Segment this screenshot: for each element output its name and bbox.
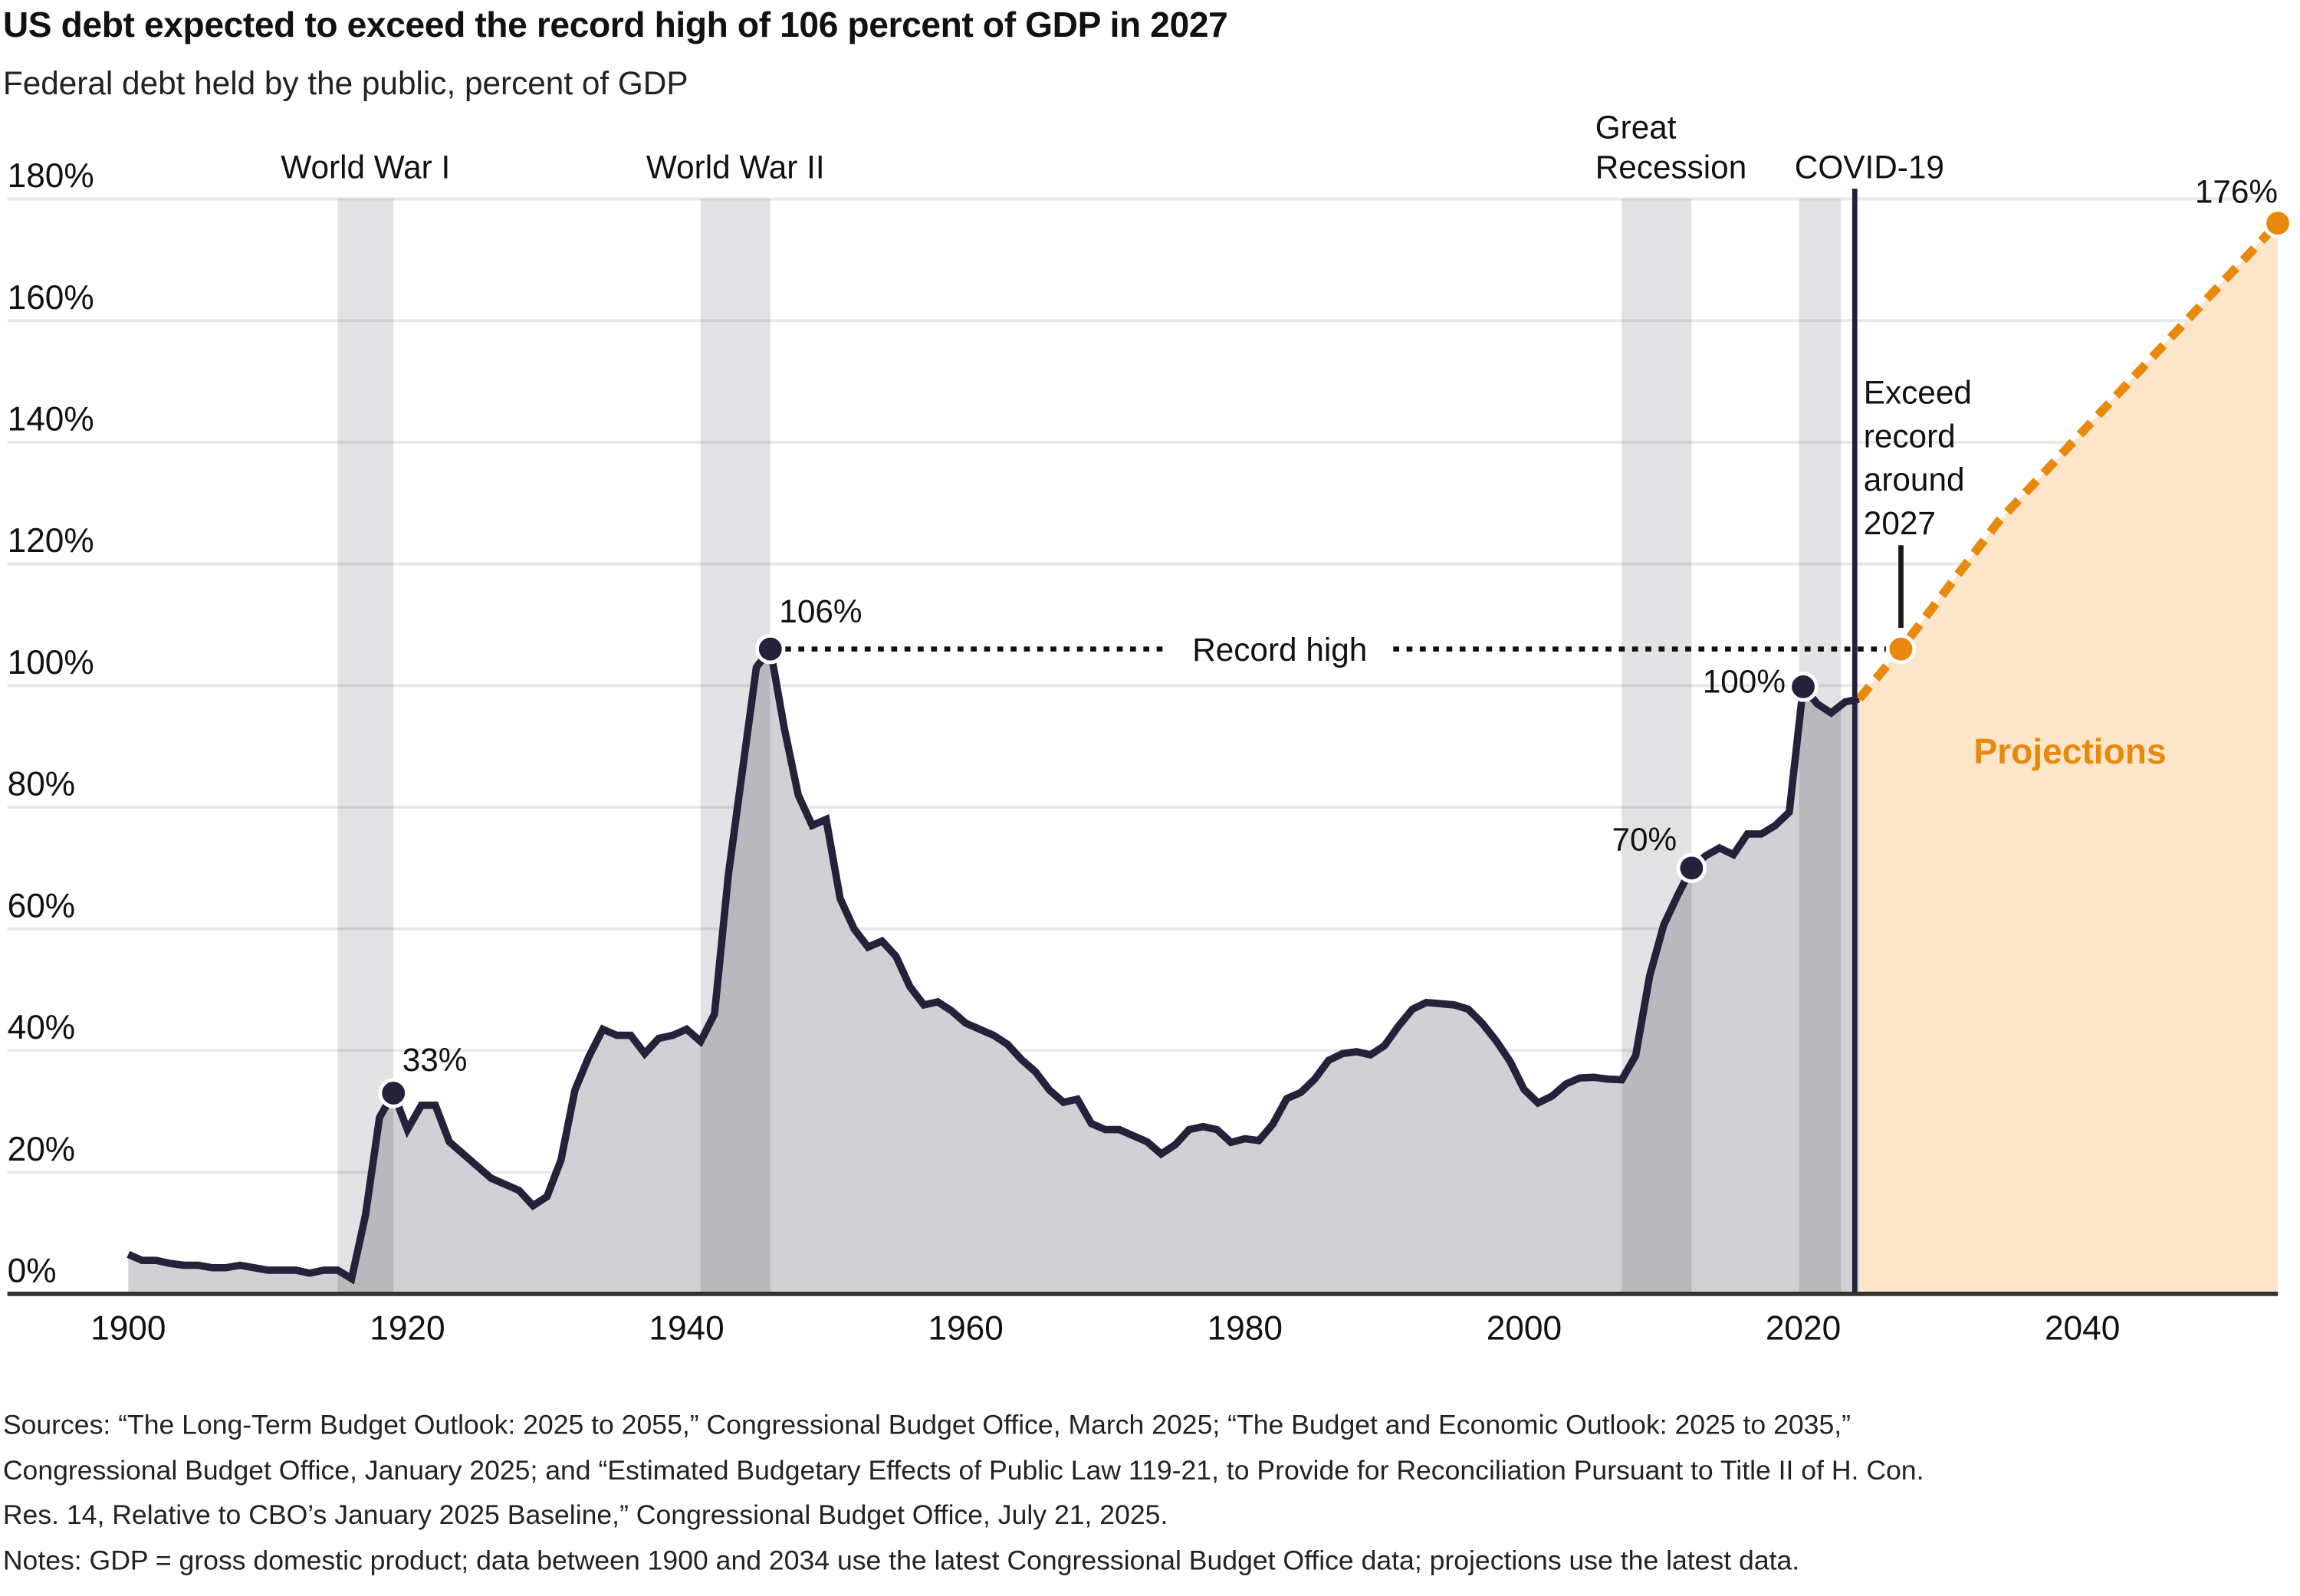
debt-chart: 0% 20% 40% 60% 80% 100% 120% 140% 160% 180% World … [7,109,2293,1348]
y-tick-label: 60% [8,887,76,924]
event-label: Great [1595,110,1677,146]
y-tick-label: 80% [8,766,76,803]
y-tick-label: 120% [8,522,94,560]
exceed-annotation: Exceed [1864,375,1972,411]
x-tick-label: 1920 [370,1309,445,1347]
projection-area [1858,223,2279,1294]
projections-label: Projections [1973,731,2166,771]
y-tick-label: 180% [8,157,94,195]
sources-line: Congressional Budget Office, January 202… [2,1453,1924,1485]
chart-subtitle: Federal debt held by the public, percent… [2,64,688,102]
exceed-annotation: around [1864,461,1965,498]
x-tick-label: 1980 [1208,1309,1283,1347]
historical-area [128,649,1859,1294]
x-tick-label: 2040 [2045,1309,2120,1347]
historical-line [127,640,1860,1285]
highlight-point [1676,852,1707,884]
y-tick-label: 0% [8,1252,57,1289]
event-band-overlay [1799,649,1842,1294]
footer: Sources: “The Long-Term Budget Outlook: … [3,1403,2288,1583]
y-tick-label: 100% [8,644,94,681]
x-tick-label: 2020 [1766,1309,1841,1347]
event-label: World War I [281,149,450,186]
point-label: 70% [1612,821,1677,857]
sources-line: Sources: “The Long-Term Budget Outlook: … [2,1408,1852,1440]
highlight-point [755,633,786,665]
event-label: COVID-19 [1795,149,1944,186]
x-tick-label: 1960 [928,1309,1003,1347]
exceed-annotation: record [1864,418,1956,454]
x-tick-label: 1900 [90,1309,166,1347]
exceed-annotation: 2027 [1864,505,1936,541]
point-label: 106% [779,593,862,629]
point-label: 100% [1703,664,1786,700]
y-tick-label: 20% [8,1131,76,1168]
chart-title: US debt expected to exceed the record hi… [2,5,1228,46]
y-tick-label: 40% [8,1009,76,1046]
projection-line [1855,220,2282,702]
x-tick-label: 2000 [1487,1309,1562,1347]
y-tick-label: 140% [8,401,94,438]
projection-point [2262,208,2293,238]
sources-line: Res. 14, Relative to CBO’s January 2025 … [2,1499,1168,1530]
projection-point [1885,633,1917,665]
y-tick-label: 160% [8,279,94,317]
x-tick-label: 1940 [649,1309,724,1347]
event-label: World War II [646,149,825,186]
event-label: Recession [1595,149,1747,186]
notes-line: Notes: GDP = gross domestic product; dat… [2,1543,1800,1575]
highlight-point [378,1078,409,1108]
point-label: 176% [2195,173,2278,209]
record-high-label: Record high [1192,632,1367,668]
point-label: 33% [402,1042,468,1078]
highlight-point [1788,672,1819,702]
